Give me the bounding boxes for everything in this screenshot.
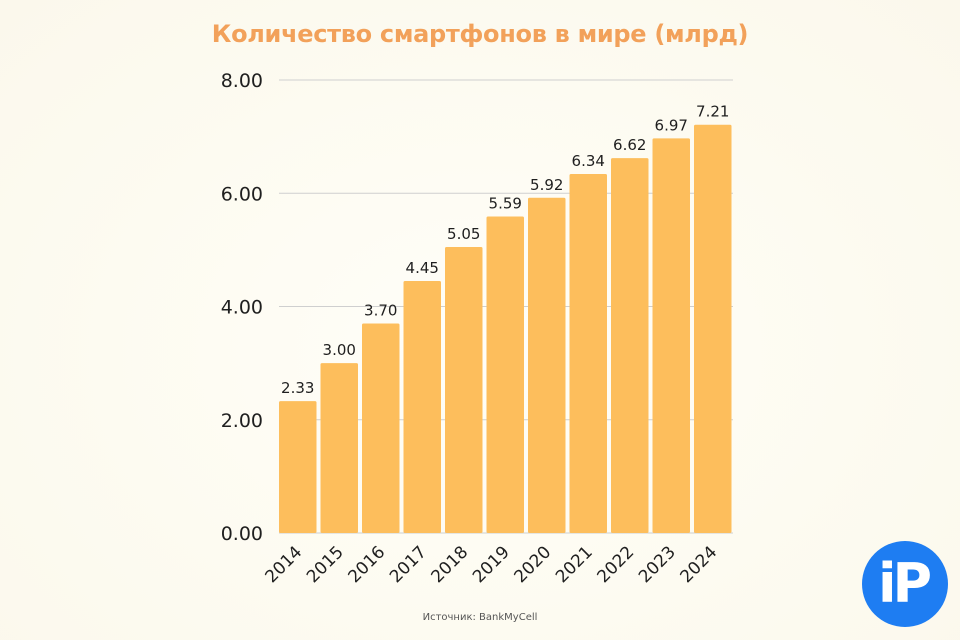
x-tick-label: 2015 <box>303 542 348 587</box>
value-labels: 2.33 3.00 3.70 4.45 5.05 5.59 5.92 6.34 6.62 6.97… <box>281 103 729 397</box>
bar-value-label: 6.34 <box>572 152 605 170</box>
x-tick-label: 2020 <box>511 542 556 587</box>
bar-value-label: 5.05 <box>447 225 480 243</box>
bar-value-label: 3.70 <box>364 301 397 319</box>
bar <box>279 401 317 533</box>
bar-value-label: 6.97 <box>655 116 688 134</box>
x-tick-label: 2018 <box>428 542 473 587</box>
x-tick-label: 2023 <box>635 542 680 587</box>
bar-value-label: 5.92 <box>530 176 563 194</box>
y-axis-ticks: 0.00 2.00 4.00 6.00 8.00 <box>221 70 263 545</box>
x-tick-label: 2024 <box>677 542 722 587</box>
bar-value-label: 2.33 <box>281 379 314 397</box>
y-tick-label: 4.00 <box>221 297 263 319</box>
bar <box>569 173 607 533</box>
x-tick-label: 2017 <box>386 542 431 587</box>
y-tick-label: 8.00 <box>221 70 263 92</box>
x-tick-label: 2014 <box>262 542 307 587</box>
bars <box>279 124 732 534</box>
bar-value-label: 3.00 <box>323 341 356 359</box>
x-axis-ticks: 2014201520162017201820192020202120222023… <box>262 542 722 587</box>
y-tick-label: 2.00 <box>221 410 263 432</box>
bar <box>528 197 566 533</box>
bar <box>403 281 441 533</box>
bar-value-label: 5.59 <box>489 194 522 212</box>
bar-value-label: 4.45 <box>406 259 439 277</box>
bar <box>320 363 358 533</box>
source-note: Источник: BankMyCell <box>422 612 538 623</box>
chart-title: Количество смартфонов в мире (млрд) <box>211 20 749 48</box>
ip-logo: iP <box>862 541 948 627</box>
x-tick-label: 2021 <box>552 542 597 587</box>
ip-logo-text: iP <box>877 552 932 615</box>
x-tick-label: 2019 <box>469 542 514 587</box>
x-tick-label: 2016 <box>345 542 390 587</box>
bar <box>362 323 400 533</box>
bar <box>611 158 649 533</box>
bar <box>486 216 524 533</box>
x-tick-label: 2022 <box>594 542 639 587</box>
bar <box>694 124 732 533</box>
bar <box>445 247 483 533</box>
y-tick-label: 6.00 <box>221 183 263 205</box>
bar-value-label: 7.21 <box>696 103 729 121</box>
bar <box>652 138 690 534</box>
bar-value-label: 6.62 <box>613 136 646 154</box>
y-tick-label: 0.00 <box>221 523 263 545</box>
